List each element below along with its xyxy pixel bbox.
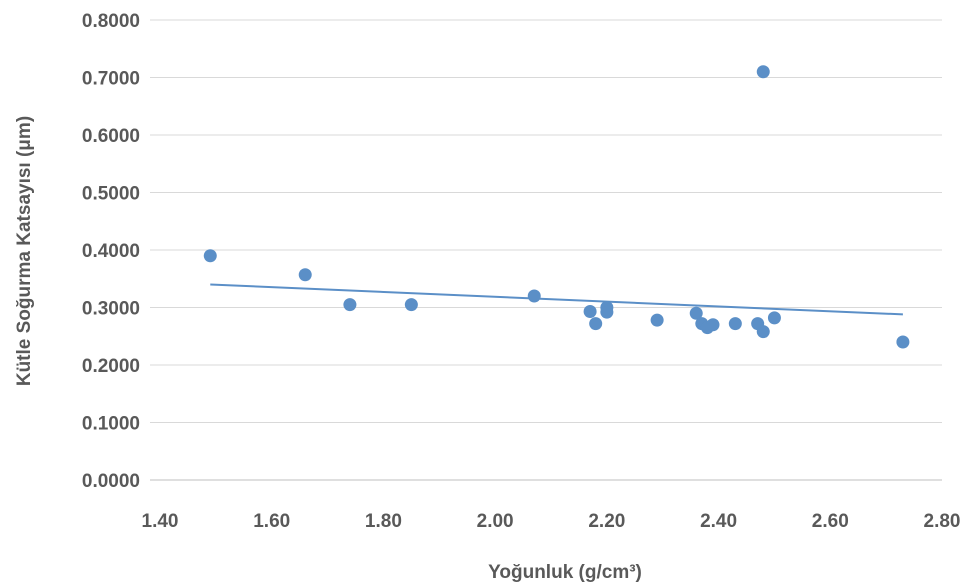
data-point: [728, 317, 742, 331]
x-tick-label: 2.00: [477, 511, 514, 532]
data-point: [527, 289, 541, 303]
data-point: [600, 305, 614, 319]
x-tick-label: 2.80: [924, 511, 961, 532]
data-point: [298, 268, 312, 282]
data-point: [583, 305, 597, 319]
data-point: [589, 317, 603, 331]
data-point: [756, 325, 770, 339]
x-axis-title: Yoğunluk (g/cm³): [488, 562, 642, 583]
data-point: [756, 65, 770, 79]
x-tick-label: 2.40: [700, 511, 737, 532]
trendline-layer: [210, 283, 903, 316]
y-tick-label: 0.7000: [82, 69, 140, 90]
data-points: [203, 65, 910, 349]
data-point: [689, 306, 703, 320]
y-tick-label: 0.2000: [82, 356, 140, 377]
x-tick-label: 1.60: [253, 511, 290, 532]
x-tick-label: 1.40: [142, 511, 179, 532]
y-tick-label: 0.6000: [82, 126, 140, 147]
x-tick-labels: 1.40 1.60 1.80 2.00 2.20 2.40 2.60 2.80: [142, 511, 961, 532]
y-tick-label: 0.8000: [82, 11, 140, 32]
data-point: [767, 311, 781, 325]
y-tick-label: 0.4000: [82, 241, 140, 262]
y-tick-label: 0.1000: [82, 414, 140, 435]
y-tick-label: 0.5000: [82, 184, 140, 205]
data-point: [650, 313, 664, 327]
data-point: [404, 298, 418, 312]
y-tick-label: 0.0000: [82, 471, 140, 492]
y-axis-title: Kütle Soğurma Katsayısı (μm): [14, 116, 35, 386]
linear-trendline: [210, 283, 903, 316]
data-point: [343, 298, 357, 312]
data-point: [203, 249, 217, 263]
y-tick-labels: 0.0000 0.1000 0.2000 0.3000 0.4000 0.5000 0.60…: [82, 11, 140, 492]
data-point: [706, 318, 720, 332]
data-point: [896, 335, 910, 349]
y-tick-label: 0.3000: [82, 299, 140, 320]
grid-lines: [150, 19, 942, 481]
x-tick-label: 2.60: [812, 511, 849, 532]
x-tick-label: 1.80: [365, 511, 402, 532]
x-tick-label: 2.20: [588, 511, 625, 532]
